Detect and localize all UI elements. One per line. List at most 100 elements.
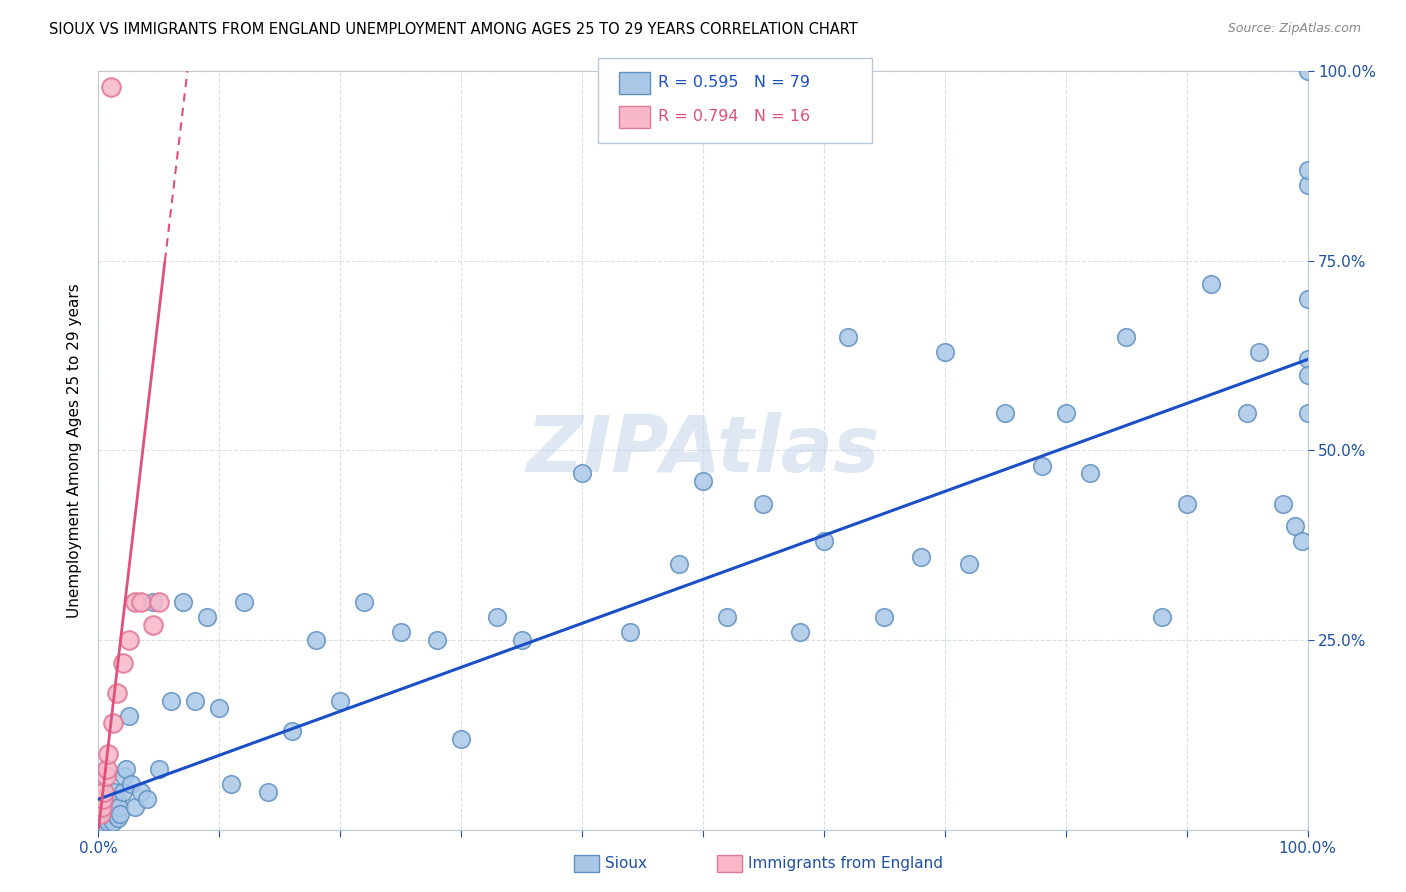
Point [142, 595, 165, 609]
Point [97, 747, 120, 761]
Point [160, 694, 183, 708]
Point [96, 762, 118, 776]
Point [135, 792, 157, 806]
Point [1296, 178, 1319, 193]
Point [124, 800, 146, 814]
Point [94, 804, 117, 818]
Point [100, 792, 122, 806]
Point [195, 610, 218, 624]
Point [1296, 368, 1319, 382]
Point [93, 785, 115, 799]
Point [100, 800, 122, 814]
Point [1054, 405, 1077, 420]
Point [103, 785, 125, 799]
Point [1284, 519, 1306, 533]
Point [389, 625, 412, 640]
Point [1031, 458, 1053, 473]
Point [1296, 292, 1319, 306]
Point [571, 466, 593, 480]
Text: Sioux: Sioux [605, 856, 647, 871]
Text: Source: ZipAtlas.com: Source: ZipAtlas.com [1227, 22, 1361, 36]
Point [426, 633, 449, 648]
Point [619, 625, 641, 640]
Text: SIOUX VS IMMIGRANTS FROM ENGLAND UNEMPLOYMENT AMONG AGES 25 TO 29 YEARS CORRELAT: SIOUX VS IMMIGRANTS FROM ENGLAND UNEMPLO… [49, 22, 858, 37]
Point [305, 633, 328, 648]
Point [100, 807, 122, 822]
Point [486, 610, 509, 624]
Point [104, 807, 127, 822]
Point [910, 549, 932, 564]
Point [837, 330, 859, 344]
Point [111, 785, 134, 799]
Point [813, 534, 835, 549]
Point [101, 815, 124, 830]
Text: ZIPAtlas: ZIPAtlas [526, 412, 880, 489]
Point [90, 807, 112, 822]
Point [232, 595, 254, 609]
Point [1199, 277, 1222, 291]
Point [1296, 64, 1319, 78]
Point [281, 724, 304, 739]
Point [105, 792, 128, 806]
Point [148, 762, 170, 776]
Point [124, 595, 146, 609]
Point [118, 708, 141, 723]
Point [353, 595, 375, 609]
Y-axis label: Unemployment Among Ages 25 to 29 years: Unemployment Among Ages 25 to 29 years [67, 283, 83, 618]
Point [1249, 344, 1271, 359]
Text: R = 0.794   N = 16: R = 0.794 N = 16 [658, 110, 810, 124]
Point [752, 496, 775, 510]
Point [111, 656, 134, 670]
Point [934, 344, 956, 359]
Point [91, 800, 114, 814]
Point [1152, 610, 1174, 624]
Point [91, 792, 114, 806]
Point [108, 800, 131, 814]
Point [329, 694, 352, 708]
Point [1115, 330, 1137, 344]
Point [1078, 466, 1101, 480]
Point [105, 686, 128, 700]
Point [1296, 163, 1319, 178]
Point [142, 617, 165, 632]
Point [148, 595, 170, 609]
Point [510, 633, 533, 648]
Point [107, 811, 129, 825]
Point [1236, 405, 1258, 420]
Point [1175, 496, 1198, 510]
Point [789, 625, 811, 640]
Point [668, 557, 690, 572]
Point [91, 815, 114, 830]
Point [129, 595, 152, 609]
Point [115, 762, 138, 776]
Point [184, 694, 207, 708]
Point [1296, 405, 1319, 420]
Point [1291, 534, 1313, 549]
Point [172, 595, 194, 609]
Point [101, 716, 124, 731]
Text: R = 0.595   N = 79: R = 0.595 N = 79 [658, 76, 810, 90]
Point [1272, 496, 1295, 510]
Point [129, 785, 152, 799]
Point [692, 474, 714, 488]
Text: Immigrants from England: Immigrants from England [748, 856, 943, 871]
Point [112, 769, 135, 784]
Point [120, 777, 142, 791]
Point [450, 731, 472, 746]
Point [93, 811, 115, 825]
Point [716, 610, 738, 624]
Point [994, 405, 1017, 420]
Point [94, 769, 117, 784]
Point [221, 777, 243, 791]
Point [96, 807, 118, 822]
Point [93, 800, 115, 814]
Point [873, 610, 896, 624]
Point [91, 807, 114, 822]
Point [98, 800, 121, 814]
Point [100, 79, 122, 94]
Point [118, 633, 141, 648]
Point [90, 807, 112, 822]
Point [256, 785, 278, 799]
Point [957, 557, 980, 572]
Point [208, 701, 231, 715]
